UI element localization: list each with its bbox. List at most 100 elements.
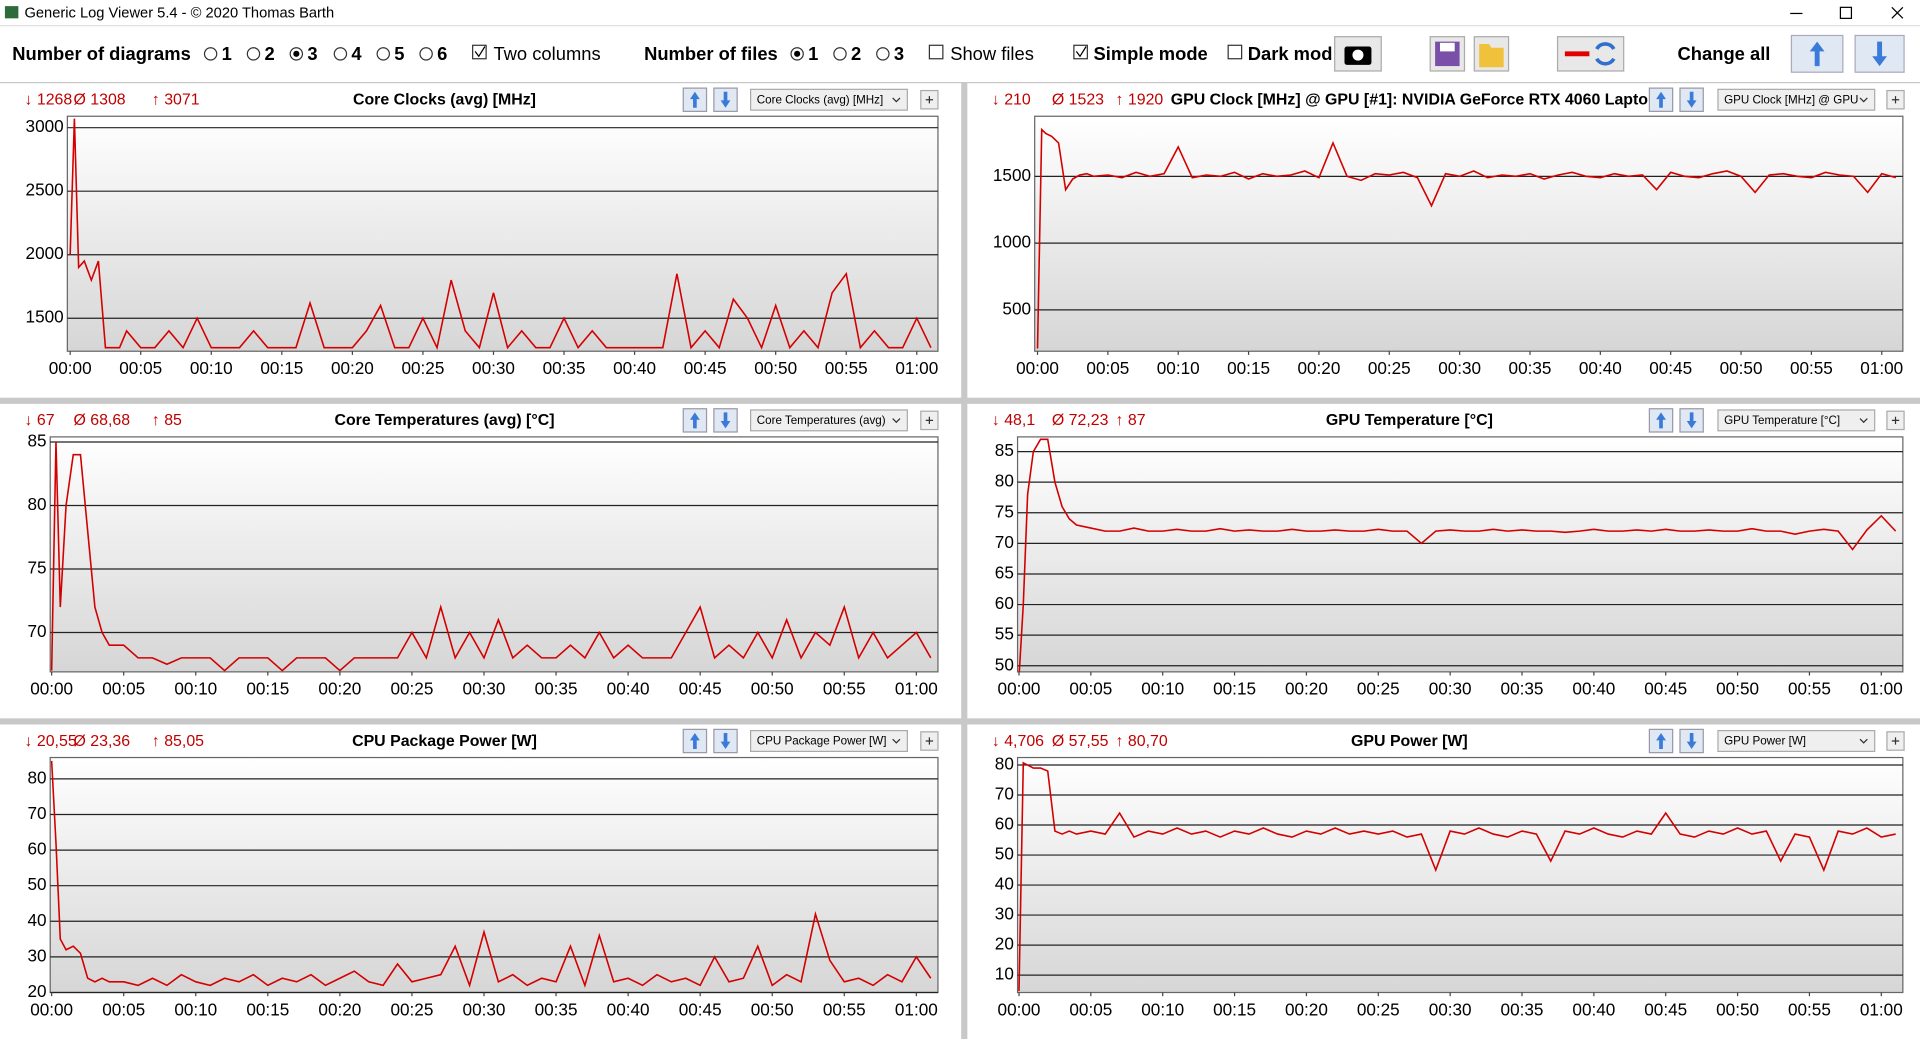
simple-mode-label[interactable]: Simple mode: [1093, 43, 1207, 64]
reset-button[interactable]: [1556, 36, 1625, 72]
radio-dot: [794, 50, 801, 57]
move-down-button[interactable]: [1679, 728, 1704, 754]
plot-area: [1016, 756, 1904, 994]
close-button[interactable]: [1891, 6, 1904, 19]
radio-label[interactable]: 5: [394, 43, 404, 64]
y-tick-label: 55: [995, 624, 1014, 644]
y-tick-label: 85: [995, 440, 1014, 460]
x-tick-label: 00:10: [1141, 679, 1184, 699]
simple-mode-checkbox[interactable]: [1073, 44, 1088, 60]
y-tick-label: 80: [995, 471, 1014, 491]
x-tick-label: 00:55: [1788, 679, 1831, 699]
two-columns-label[interactable]: Two columns: [493, 43, 600, 64]
move-down-button[interactable]: [713, 728, 738, 754]
x-tick-label: 00:45: [679, 679, 722, 699]
selector-frame: [750, 729, 908, 753]
plot-area: [66, 115, 939, 352]
radio-label[interactable]: 1: [808, 43, 818, 64]
x-tick-label: 00:05: [1069, 679, 1112, 699]
radio-label[interactable]: 1: [222, 43, 232, 64]
x-tick-label: 00:30: [463, 679, 506, 699]
radio-label[interactable]: 6: [437, 43, 447, 64]
radio-label[interactable]: 2: [264, 43, 274, 64]
add-button[interactable]: [1886, 410, 1905, 431]
x-tick-label: 00:50: [1716, 999, 1759, 1019]
add-button[interactable]: [920, 731, 939, 751]
radio-label[interactable]: 2: [851, 43, 861, 64]
x-tick-label: 00:20: [1285, 999, 1328, 1019]
move-up-button[interactable]: [1648, 728, 1674, 754]
radio-button[interactable]: [833, 47, 847, 61]
show-files-checkbox[interactable]: [928, 44, 944, 60]
x-tick-label: 00:10: [1157, 358, 1200, 378]
two-columns-checkbox[interactable]: [472, 44, 487, 60]
radio-button[interactable]: [203, 47, 218, 61]
move-down-button[interactable]: [713, 87, 738, 112]
diagram-radio-group: 1 2 3 4 5 6: [203, 43, 447, 64]
x-tick-label: 00:35: [1501, 999, 1544, 1019]
all-up-button[interactable]: [1790, 34, 1844, 73]
x-tick-label: 00:45: [684, 358, 727, 378]
move-up-button[interactable]: [682, 408, 708, 433]
down-arrow-icon: [720, 91, 731, 108]
move-down-button[interactable]: [713, 408, 738, 433]
move-down-button[interactable]: [1679, 408, 1704, 433]
y-tick-label: 60: [995, 814, 1014, 834]
channel-selector[interactable]: Core Clocks (avg) [MHz]: [750, 88, 908, 111]
x-tick-label: 00:10: [174, 679, 217, 699]
y-tick-label: 3000: [26, 116, 64, 136]
diagram-title: GPU Temperature [°C]: [1326, 412, 1493, 429]
radio-button[interactable]: [419, 47, 433, 61]
statistic: ↓ 210: [992, 92, 1031, 109]
data-line: [1018, 438, 1897, 672]
radio-label[interactable]: 4: [351, 43, 362, 64]
add-button[interactable]: [920, 89, 939, 110]
channel-selector[interactable]: Core Temperatures (avg): [750, 409, 908, 432]
channel-selector[interactable]: GPU Temperature [°C]: [1717, 409, 1876, 432]
x-tick-label: 00:00: [998, 999, 1041, 1019]
radio-button[interactable]: [876, 47, 890, 61]
statistic: Ø 57,55: [1052, 733, 1109, 750]
x-tick-label: 00:25: [401, 358, 444, 378]
radio-label[interactable]: 3: [894, 43, 904, 64]
x-tick-label: 00:20: [1297, 358, 1340, 378]
add-button[interactable]: [1886, 731, 1905, 751]
move-down-button[interactable]: [1679, 87, 1704, 112]
y-tick-label: 80: [27, 767, 46, 787]
radio-button[interactable]: [246, 47, 261, 61]
open-button[interactable]: [1473, 36, 1510, 72]
x-tick-label: 00:15: [246, 679, 289, 699]
radio-button[interactable]: [333, 47, 348, 61]
add-button[interactable]: [920, 410, 939, 431]
y-tick-label: 2500: [26, 180, 64, 200]
maximize-button[interactable]: [1839, 6, 1853, 19]
screenshot-button[interactable]: [1334, 36, 1382, 72]
y-tick-label: 80: [27, 494, 46, 514]
x-tick-label: 00:35: [535, 999, 578, 1019]
channel-selector[interactable]: GPU Power [W]: [1717, 729, 1876, 753]
y-tick-label: 1000: [993, 232, 1031, 252]
dark-mode-label[interactable]: Dark mod: [1248, 43, 1333, 64]
add-button[interactable]: [1886, 89, 1905, 110]
all-down-button[interactable]: [1854, 34, 1905, 73]
save-button[interactable]: [1429, 36, 1466, 72]
x-tick-label: 01:00: [1860, 999, 1903, 1019]
statistic: Ø 1523: [1052, 92, 1104, 109]
channel-selector[interactable]: GPU Clock [MHz] @ GPU: [1717, 88, 1876, 111]
show-files-label[interactable]: Show files: [950, 43, 1034, 64]
selector-frame: [750, 409, 908, 432]
move-up-button[interactable]: [682, 87, 708, 112]
radio-button[interactable]: [376, 47, 390, 61]
move-up-button[interactable]: [682, 728, 708, 754]
x-tick-label: 01:00: [895, 358, 938, 378]
channel-selector[interactable]: CPU Package Power [W]: [750, 729, 908, 753]
move-up-button[interactable]: [1648, 87, 1674, 112]
dark-mode-checkbox[interactable]: [1227, 44, 1243, 60]
x-tick-label: 00:45: [1644, 679, 1687, 699]
x-tick-label: 00:50: [1716, 679, 1759, 699]
radio-label[interactable]: 3: [307, 43, 317, 64]
plus-icon: [1891, 416, 1900, 425]
statistic: ↑ 85: [152, 412, 182, 429]
x-tick-label: 00:15: [246, 999, 289, 1019]
move-up-button[interactable]: [1648, 408, 1674, 433]
